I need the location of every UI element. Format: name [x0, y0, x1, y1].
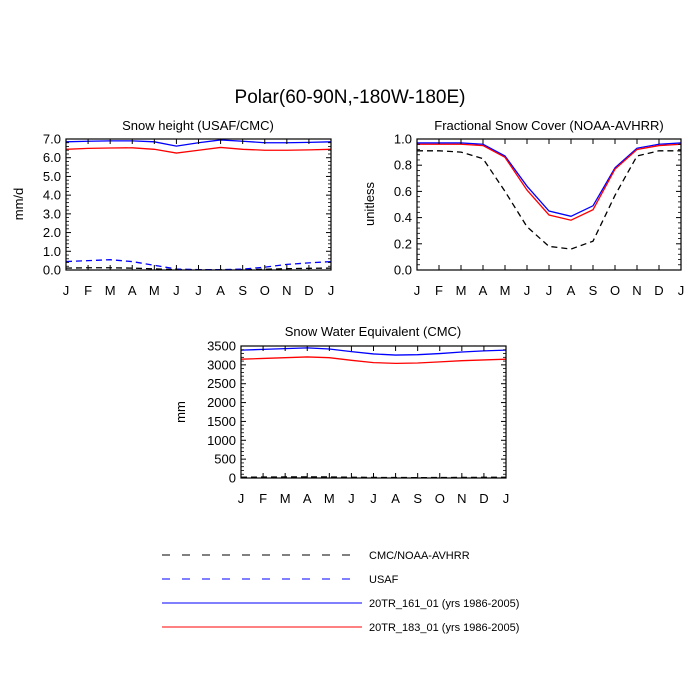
- x-tick-label: M: [149, 283, 160, 298]
- y-tick-label: 7.0: [43, 132, 61, 147]
- y-tick-label: 3500: [207, 339, 236, 354]
- legend-label: 20TR_161_01 (yrs 1986-2005): [369, 598, 519, 610]
- page-title: Polar(60-90N,-180W-180E): [235, 87, 466, 108]
- y-tick-label: 1500: [207, 414, 236, 429]
- y-tick-label: 0.0: [43, 263, 61, 278]
- legend: CMC/NOAA-AVHRR USAF 20TR_161_01 (yrs 1986-…: [162, 550, 519, 634]
- y-tick-label: 0.2: [394, 236, 412, 251]
- y-tick-label: 2500: [207, 376, 236, 391]
- ylabel-snow-height: mm/d: [11, 188, 26, 221]
- y-tick-label: 0.0: [394, 263, 412, 278]
- x-tick-label: M: [324, 491, 335, 506]
- x-tick-label: S: [413, 491, 422, 506]
- series-line-cmc-noaa-avhrr: [417, 150, 681, 250]
- x-tick-label: S: [589, 283, 598, 298]
- x-tick-label: A: [128, 283, 137, 298]
- y-tick-label: 0.6: [394, 184, 412, 199]
- y-tick-label: 4.0: [43, 188, 61, 203]
- y-tick-label: 1.0: [43, 244, 61, 259]
- y-tick-label: 1.0: [394, 132, 412, 147]
- legend-label: CMC/NOAA-AVHRR: [369, 550, 470, 562]
- x-tick-label: A: [303, 491, 312, 506]
- y-tick-label: 500: [214, 452, 236, 467]
- panel-snow-height: Snow height (USAF/CMC) mm/d 0.0 1.0 2.0 3.0…: [11, 118, 334, 298]
- x-tick-label: J: [173, 283, 180, 298]
- series-line-20tr-183-01-yrs-1986-2005-: [417, 143, 682, 221]
- x-tick-label: J: [546, 283, 553, 298]
- panel-swe: Snow Water Equivalent (CMC) mm 0 500 1000 1…: [173, 324, 509, 506]
- x-tick-label: N: [457, 491, 466, 506]
- ylabel-swe: mm: [173, 401, 188, 423]
- x-tick-label: J: [195, 283, 202, 298]
- x-tick-label: J: [370, 491, 377, 506]
- x-tick-label: M: [456, 283, 467, 298]
- x-tick-label: O: [435, 491, 445, 506]
- y-tick-label: 6.0: [43, 150, 61, 165]
- x-tick-label: D: [479, 491, 488, 506]
- x-tick-label: N: [632, 283, 641, 298]
- panel-title-swe: Snow Water Equivalent (CMC): [285, 324, 462, 339]
- x-tick-label: A: [567, 283, 576, 298]
- x-tick-label: F: [259, 491, 267, 506]
- x-tick-label: F: [84, 283, 92, 298]
- x-tick-label: A: [216, 283, 225, 298]
- x-tick-label: A: [479, 283, 488, 298]
- x-tick-label: O: [260, 283, 270, 298]
- x-tick-label: F: [435, 283, 443, 298]
- y-tick-label: 0: [229, 471, 236, 486]
- x-tick-label: A: [391, 491, 400, 506]
- y-tick-label: 0.8: [394, 158, 412, 173]
- panel-title-snow-height: Snow height (USAF/CMC): [122, 118, 274, 133]
- series-line-20tr-183-01-yrs-1986-2005-: [65, 146, 332, 154]
- plot-frame: [416, 138, 682, 271]
- x-tick-label: M: [280, 491, 291, 506]
- y-tick-label: 2.0: [43, 225, 61, 240]
- x-tick-label: N: [282, 283, 291, 298]
- y-tick-label: 1000: [207, 433, 236, 448]
- x-tick-label: D: [654, 283, 663, 298]
- x-tick-label: J: [348, 491, 355, 506]
- x-tick-label: M: [105, 283, 116, 298]
- x-tick-label: J: [328, 283, 335, 298]
- y-tick-label: 5.0: [43, 169, 61, 184]
- y-tick-label: 3.0: [43, 206, 61, 221]
- x-tick-label: M: [500, 283, 511, 298]
- legend-label: 20TR_183_01 (yrs 1986-2005): [369, 622, 519, 634]
- x-tick-label: D: [304, 283, 313, 298]
- x-tick-label: S: [238, 283, 247, 298]
- x-tick-label: J: [503, 491, 510, 506]
- y-tick-label: 3000: [207, 357, 236, 372]
- plot-frame: [240, 345, 507, 479]
- x-tick-label: J: [524, 283, 531, 298]
- plot-frame: [65, 138, 332, 271]
- panel-snow-cover: Fractional Snow Cover (NOAA-AVHRR) unitl…: [362, 118, 684, 298]
- x-tick-label: J: [414, 283, 421, 298]
- ylabel-snow-cover: unitless: [362, 181, 377, 226]
- series-line-20tr-161-01-yrs-1986-2005-: [417, 142, 682, 217]
- series-line-20tr-183-01-yrs-1986-2005-: [240, 356, 507, 365]
- x-tick-label: J: [63, 283, 70, 298]
- x-tick-label: J: [238, 491, 245, 506]
- y-tick-label: 2000: [207, 395, 236, 410]
- y-tick-label: 0.4: [394, 210, 412, 225]
- panel-title-snow-cover: Fractional Snow Cover (NOAA-AVHRR): [434, 118, 663, 133]
- x-tick-label: O: [610, 283, 620, 298]
- legend-label: USAF: [369, 574, 399, 586]
- x-tick-label: J: [678, 283, 685, 298]
